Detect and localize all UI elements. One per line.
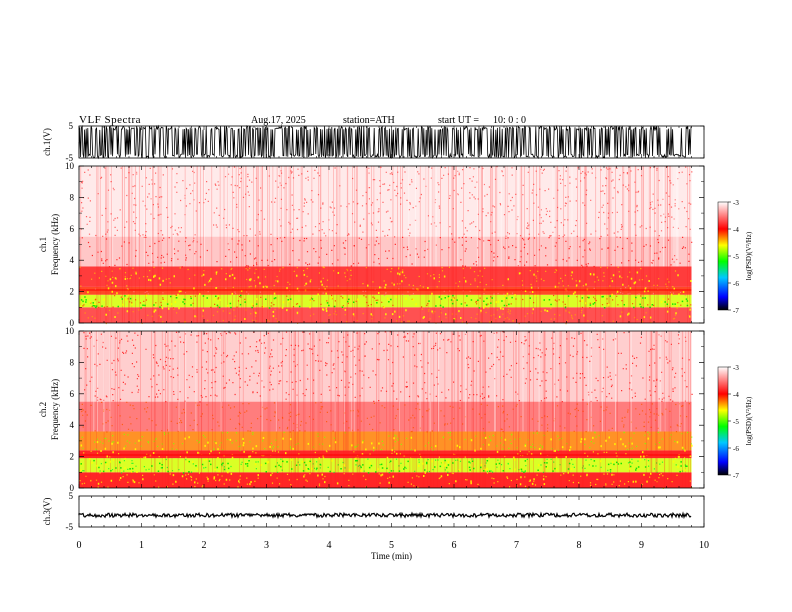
ch1-waveform-line <box>78 124 692 160</box>
y-tick-label: 2 <box>70 452 75 462</box>
x-tick-label: 5 <box>389 540 394 551</box>
spectrogram-hotspots <box>80 436 693 486</box>
station-label: station=ATH <box>343 115 395 126</box>
y-tick-label: 5 <box>69 491 74 501</box>
spectrogram-gaps <box>93 331 686 432</box>
y-tick-label: 4 <box>70 255 75 265</box>
y-tick-label: -5 <box>66 153 74 163</box>
y-axis-label: ch.2 Frequency (kHz) <box>38 379 60 440</box>
colorbar-label: log(PSD)(V²/Hz) <box>745 231 753 280</box>
spectrogram-band <box>79 294 692 308</box>
y-tick-label: -5 <box>66 522 74 532</box>
spectrogram-band <box>79 166 692 237</box>
y-axis-label: ch.3(V) <box>42 498 52 526</box>
colorbar-tick-label: -7 <box>733 472 739 480</box>
colorbar-label: log(PSD)(V²/Hz) <box>745 396 753 445</box>
spectrogram-speckle <box>80 287 686 296</box>
colorbar-tick-label: -4 <box>733 226 739 234</box>
spectrogram-band <box>79 450 692 459</box>
spectrogram-gaps <box>112 166 679 267</box>
y-tick-label: 4 <box>70 420 75 430</box>
spectrogram-band <box>79 401 692 432</box>
colorbar-tick-label: -7 <box>733 307 739 315</box>
y-tick-label: 8 <box>70 192 75 202</box>
spectrogram-band <box>79 458 692 473</box>
y-tick-label: 10 <box>65 326 75 336</box>
spectrogram-band <box>79 431 692 451</box>
figure-title: VLF Spectra <box>79 114 142 126</box>
x-tick-label: 1 <box>139 540 144 551</box>
colorbar-tick-label: -6 <box>733 445 739 453</box>
x-tick-label: 2 <box>202 540 207 551</box>
spectrogram-speckle <box>79 472 693 490</box>
start-time-value: 10: 0 : 0 <box>493 115 527 126</box>
y-tick-label: 10 <box>65 161 75 171</box>
x-tick-label: 10 <box>699 540 709 551</box>
ch3-waveform-line <box>78 511 692 520</box>
x-tick-label: 7 <box>514 540 519 551</box>
y-axis-label-line: ch.1 <box>38 237 48 252</box>
x-tick-label: 3 <box>264 540 269 551</box>
x-tick-label: 8 <box>577 540 582 551</box>
y-tick-label: 0 <box>70 483 75 493</box>
colorbar-tick-label: -3 <box>733 199 739 207</box>
x-tick-label: 6 <box>452 540 457 551</box>
x-tick-label: 4 <box>327 540 332 551</box>
y-axis-label: ch.1(V) <box>42 128 52 156</box>
spectrogram-sferics <box>80 166 691 323</box>
y-axis-label-line: ch.2 <box>38 402 48 417</box>
colorbar-tick-label: -6 <box>733 280 739 288</box>
panel-frame <box>78 495 705 528</box>
colorbar-tick-label: -5 <box>733 253 739 261</box>
colorbar <box>717 201 729 311</box>
y-tick-label: 5 <box>69 121 74 131</box>
start-time-label: start UT = <box>438 115 480 126</box>
y-axis-label-line: Frequency (kHz) <box>50 214 60 275</box>
x-tick-label: 9 <box>639 540 644 551</box>
date-label: Aug.17, 2025 <box>251 115 306 126</box>
colorbar-tick-label: -4 <box>733 391 739 399</box>
y-axis-label-line: Frequency (kHz) <box>50 379 60 440</box>
spectrogram-band <box>79 331 692 402</box>
colorbar-tick-label: -3 <box>733 364 739 372</box>
y-tick-label: 6 <box>70 224 75 234</box>
y-tick-label: 0 <box>70 318 75 328</box>
y-tick-label: 8 <box>70 357 75 367</box>
spectrogram-sferics <box>84 331 691 488</box>
y-tick-label: 6 <box>70 389 75 399</box>
spectrogram-band <box>79 472 692 488</box>
spectrogram-band <box>79 266 692 287</box>
y-tick-label: 2 <box>70 287 75 297</box>
spectrogram-green-spots <box>80 294 689 309</box>
spectrogram-band <box>79 286 692 295</box>
colorbar <box>717 366 729 476</box>
colorbar-tick-label: -5 <box>733 418 739 426</box>
y-axis-label: ch.1 Frequency (kHz) <box>38 214 60 275</box>
x-tick-label: 0 <box>77 540 82 551</box>
x-axis-label: Time (min) <box>371 551 412 561</box>
